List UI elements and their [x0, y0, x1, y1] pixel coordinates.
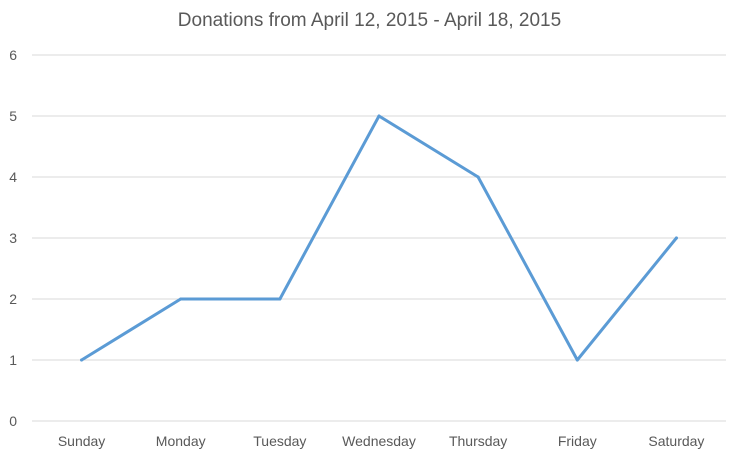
y-tick-label: 3 — [9, 230, 17, 246]
y-tick-label: 1 — [9, 352, 17, 368]
data-point-friday — [576, 359, 579, 362]
x-axis-ticks: Sunday Monday Tuesday Wednesday Thursday Frid… — [58, 433, 705, 449]
y-tick-label: 5 — [9, 108, 17, 124]
y-tick-label: 4 — [9, 169, 17, 185]
data-point-saturday — [675, 237, 678, 240]
data-point-tuesday — [278, 298, 281, 301]
y-axis-ticks: 0 1 2 3 4 5 6 — [9, 47, 17, 429]
x-tick-label: Sunday — [58, 433, 105, 449]
y-tick-label: 2 — [9, 291, 17, 307]
data-point-wednesday — [378, 115, 381, 118]
x-tick-label: Friday — [558, 433, 597, 449]
x-tick-label: Thursday — [449, 433, 507, 449]
data-point-monday — [179, 298, 182, 301]
data-point-thursday — [477, 176, 480, 179]
data-point-sunday — [80, 359, 83, 362]
y-tick-label: 6 — [9, 47, 17, 63]
x-tick-label: Saturday — [648, 433, 704, 449]
x-tick-label: Monday — [156, 433, 206, 449]
x-tick-label: Tuesday — [253, 433, 306, 449]
y-tick-label: 0 — [9, 413, 17, 429]
x-tick-label: Wednesday — [342, 433, 416, 449]
grid-lines — [32, 55, 726, 421]
